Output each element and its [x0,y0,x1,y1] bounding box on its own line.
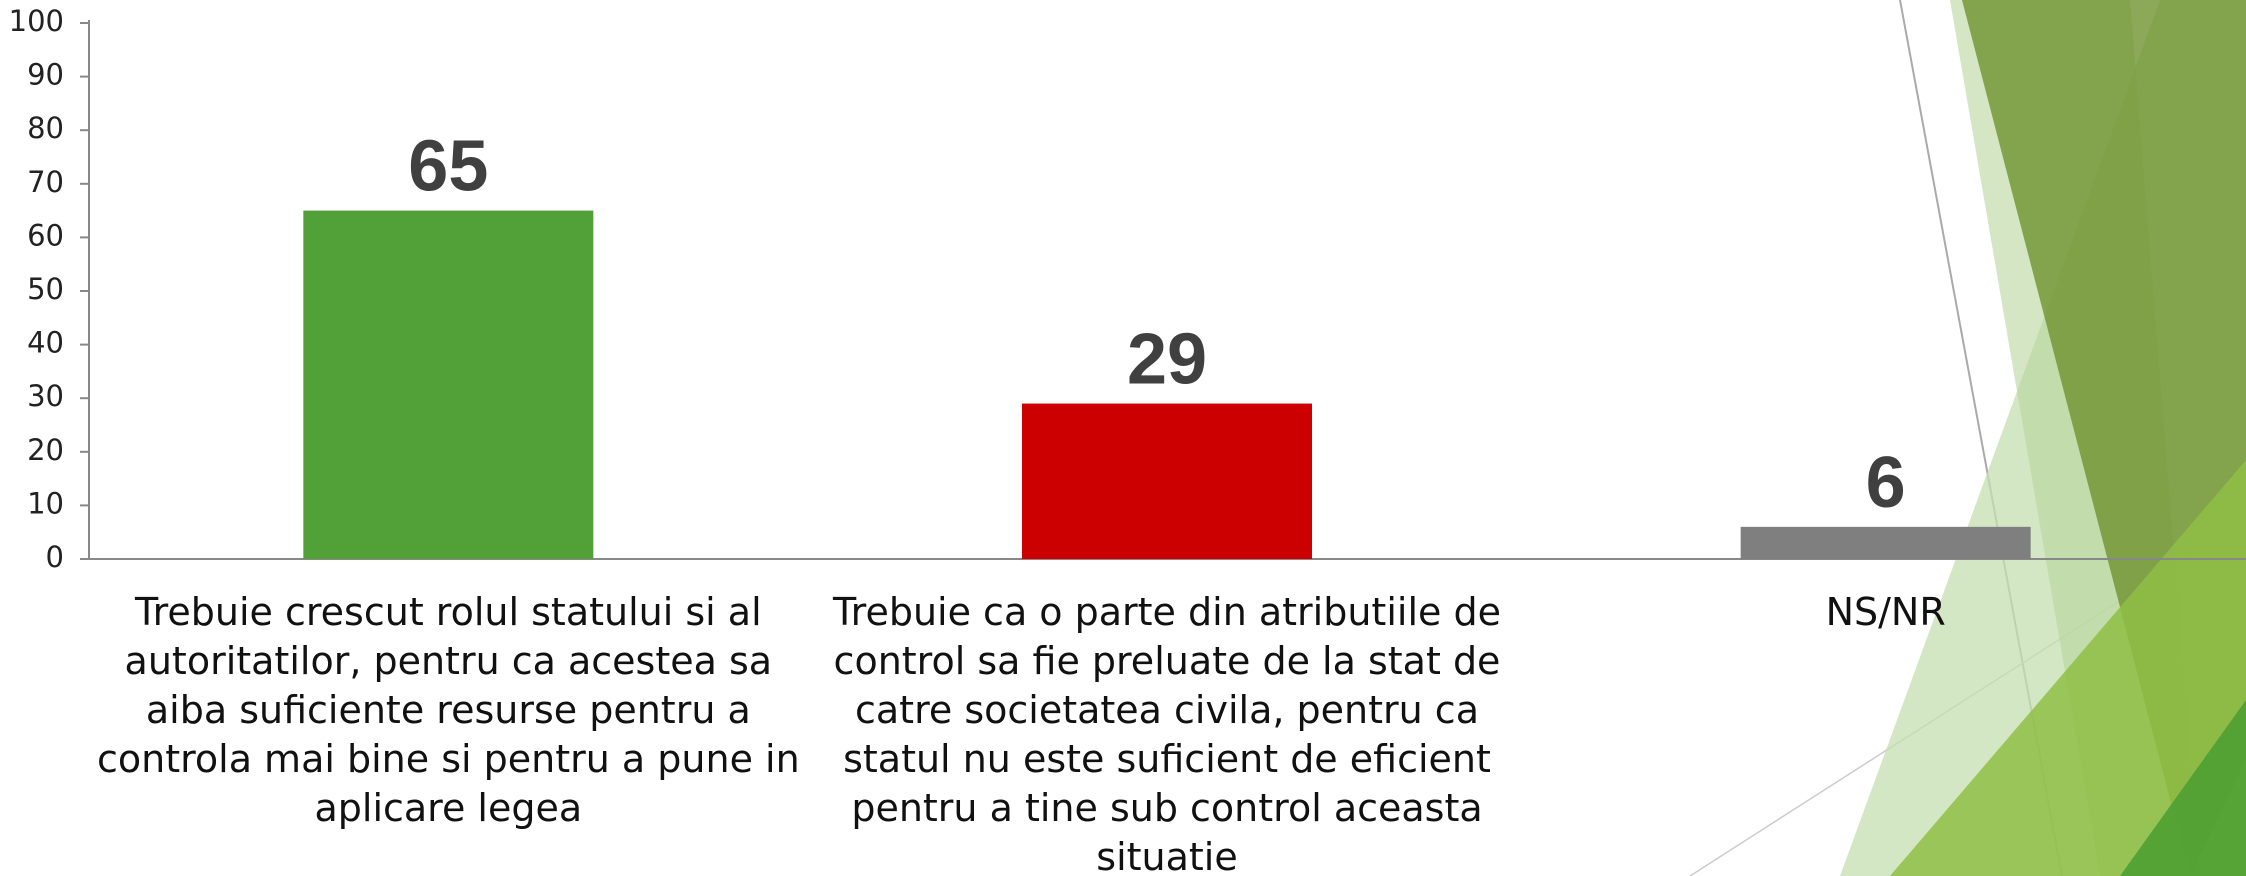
y-tick-label: 90 [27,58,64,92]
x-tick-label: Trebuie ca o parte din atributiile de co… [833,590,1501,876]
x-tick-label: Trebuie crescut rolul statului si al aut… [96,590,800,830]
y-tick-label: 40 [27,326,64,360]
y-tick-label: 60 [27,218,64,252]
x-tick-label: NS/NR [1825,590,1946,634]
y-tick-label: 80 [27,111,64,145]
y-tick-label: 30 [27,379,64,413]
y-tick-label: 10 [27,486,64,520]
value-label: 6 [1866,443,1906,523]
bar [1740,526,2031,559]
value-label: 29 [1127,320,1207,400]
bar [303,210,594,559]
deco-shape [1890,460,2246,876]
y-tick-label: 100 [9,4,64,38]
y-tick-label: 70 [27,165,64,199]
value-label: 65 [408,127,488,207]
deco-shape [2120,700,2246,876]
y-tick-label: 0 [46,540,64,574]
y-tick-label: 20 [27,433,64,467]
y-tick-label: 50 [27,272,64,306]
bar [1022,403,1312,559]
background-decoration [1689,0,2246,876]
